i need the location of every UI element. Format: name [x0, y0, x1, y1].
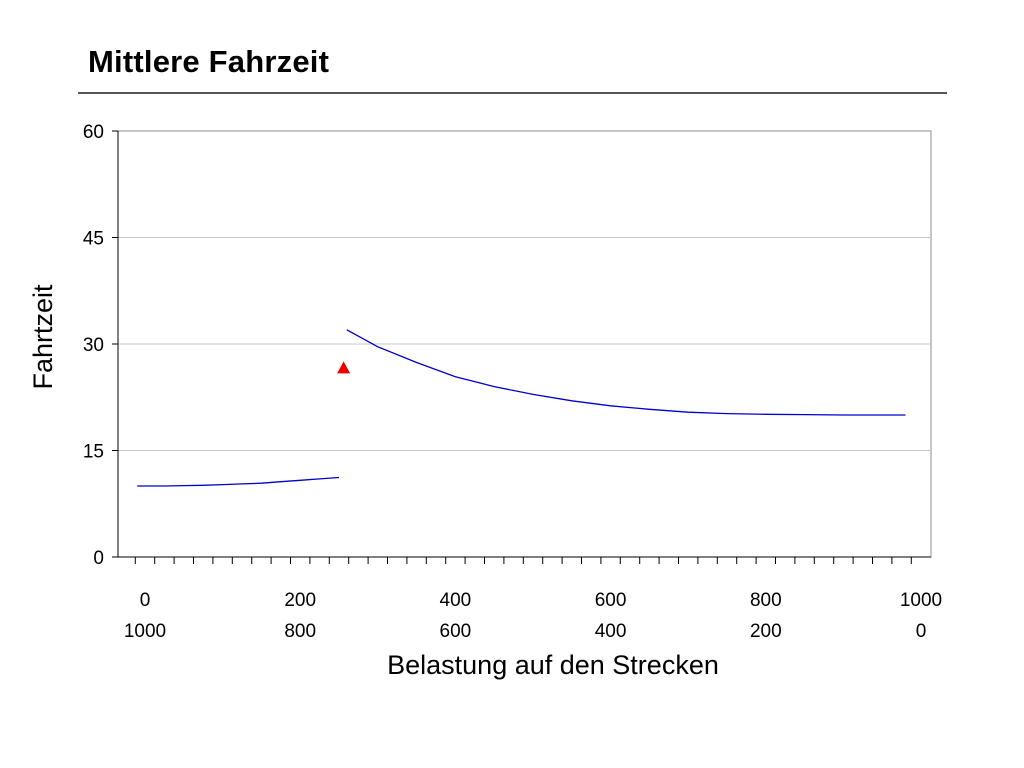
x-tick-label-primary: 200 [284, 590, 316, 611]
grid-lines [118, 237, 931, 451]
series-line [346, 329, 906, 416]
tick-marks [112, 130, 912, 564]
y-tick-label: 0 [93, 548, 104, 569]
series-line [137, 476, 340, 487]
data-series [137, 329, 906, 487]
x-axis-title: Belastung auf den Strecken [387, 650, 719, 680]
triangle-marker [337, 361, 351, 374]
x-tick-label-secondary: 0 [916, 621, 927, 642]
y-tick-label: 45 [83, 229, 104, 250]
x-tick-label-secondary: 800 [284, 621, 316, 642]
y-tick-label: 30 [83, 335, 104, 356]
y-tick-label: 60 [83, 122, 104, 143]
x-tick-label-primary: 1000 [900, 590, 942, 611]
x-tick-label-primary: 600 [595, 590, 627, 611]
slide-title: Mittlere Fahrzeit [88, 44, 330, 79]
y-tick-label: 15 [83, 442, 104, 463]
x-tick-label-primary: 0 [140, 590, 151, 611]
x-tick-label-secondary: 600 [440, 621, 472, 642]
data-markers [337, 361, 351, 374]
y-axis-title: Fahrtzeit [28, 284, 58, 390]
x-tick-label-secondary: 1000 [124, 621, 166, 642]
title-divider [78, 92, 947, 94]
x-tick-label-secondary: 200 [750, 621, 782, 642]
x-tick-label-secondary: 400 [595, 621, 627, 642]
x-tick-label-primary: 800 [750, 590, 782, 611]
x-tick-label-primary: 400 [440, 590, 472, 611]
